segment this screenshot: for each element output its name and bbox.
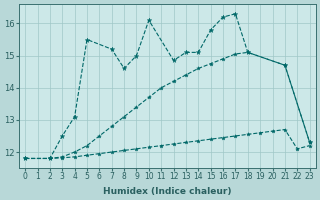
X-axis label: Humidex (Indice chaleur): Humidex (Indice chaleur) [103, 187, 232, 196]
